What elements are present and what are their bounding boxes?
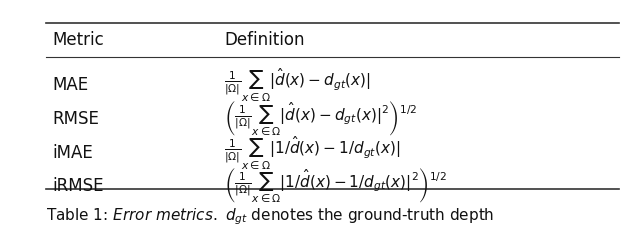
- Text: iRMSE: iRMSE: [52, 176, 104, 194]
- Text: Metric: Metric: [52, 31, 104, 49]
- Text: MAE: MAE: [52, 76, 88, 94]
- Text: Definition: Definition: [225, 31, 305, 49]
- Text: Table 1: $\mathit{Error\ metrics.\ d_{gt}}$ denotes the ground-truth depth: Table 1: $\mathit{Error\ metrics.\ d_{gt…: [46, 206, 494, 226]
- Text: $\left(\frac{1}{|\Omega|} \sum_{x \in \Omega} |\hat{d}(x) - d_{gt}(x)|^2\right)^: $\left(\frac{1}{|\Omega|} \sum_{x \in \O…: [225, 100, 417, 138]
- Text: RMSE: RMSE: [52, 110, 99, 128]
- Text: $\frac{1}{|\Omega|} \sum_{x \in \Omega} |1/\hat{d}(x) - 1/d_{gt}(x)|$: $\frac{1}{|\Omega|} \sum_{x \in \Omega} …: [225, 134, 401, 170]
- Text: $\frac{1}{|\Omega|} \sum_{x \in \Omega} |\hat{d}(x) - d_{gt}(x)|$: $\frac{1}{|\Omega|} \sum_{x \in \Omega} …: [225, 67, 371, 103]
- Text: $\left(\frac{1}{|\Omega|} \sum_{x \in \Omega} |1/\hat{d}(x) - 1/d_{gt}(x)|^2\rig: $\left(\frac{1}{|\Omega|} \sum_{x \in \O…: [225, 166, 447, 204]
- Text: iMAE: iMAE: [52, 143, 93, 161]
